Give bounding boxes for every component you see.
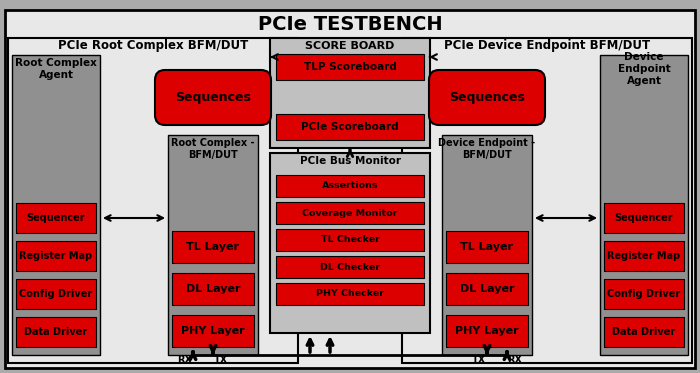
Bar: [446, 231, 528, 263]
Bar: [172, 231, 254, 263]
Text: Sequences: Sequences: [175, 91, 251, 104]
Text: Device
Endpoint
Agent: Device Endpoint Agent: [617, 52, 671, 85]
Text: PCIe Scoreboard: PCIe Scoreboard: [301, 122, 399, 132]
Text: RX: RX: [178, 355, 193, 365]
Text: DL Layer: DL Layer: [186, 284, 240, 294]
FancyBboxPatch shape: [429, 70, 545, 125]
Text: DL Checker: DL Checker: [320, 263, 380, 272]
Text: TLP Scoreboard: TLP Scoreboard: [304, 62, 396, 72]
Bar: [276, 114, 424, 140]
Bar: [168, 135, 258, 355]
Bar: [446, 315, 528, 347]
Bar: [8, 38, 298, 363]
FancyBboxPatch shape: [155, 70, 271, 125]
Bar: [172, 273, 254, 305]
Bar: [276, 256, 424, 278]
Text: Data Driver: Data Driver: [612, 327, 676, 337]
Text: RX: RX: [508, 355, 522, 365]
Bar: [270, 153, 430, 333]
Text: PHY Layer: PHY Layer: [455, 326, 519, 336]
Text: Sequencer: Sequencer: [27, 213, 85, 223]
Text: PCIe Bus Monitor: PCIe Bus Monitor: [300, 156, 400, 166]
Text: Register Map: Register Map: [608, 251, 680, 261]
Text: PCIe TESTBENCH: PCIe TESTBENCH: [258, 16, 442, 34]
Text: PCIe Root Complex BFM/DUT: PCIe Root Complex BFM/DUT: [58, 40, 248, 53]
Text: TX: TX: [472, 355, 486, 365]
Bar: [16, 203, 96, 233]
Text: Root Complex -
BFM/DUT: Root Complex - BFM/DUT: [172, 138, 255, 160]
Text: PCIe Device Endpoint BFM/DUT: PCIe Device Endpoint BFM/DUT: [444, 40, 650, 53]
Text: DL Layer: DL Layer: [460, 284, 514, 294]
Bar: [276, 175, 424, 197]
Bar: [600, 55, 688, 355]
Text: Register Map: Register Map: [20, 251, 92, 261]
Bar: [16, 241, 96, 271]
Text: Sequencer: Sequencer: [615, 213, 673, 223]
Bar: [604, 279, 684, 309]
Bar: [270, 38, 430, 148]
Bar: [604, 317, 684, 347]
Bar: [276, 202, 424, 224]
Text: TL Layer: TL Layer: [461, 242, 514, 252]
Text: SCORE BOARD: SCORE BOARD: [305, 41, 395, 51]
Text: Data Driver: Data Driver: [25, 327, 88, 337]
Text: PHY Layer: PHY Layer: [181, 326, 245, 336]
Text: Config Driver: Config Driver: [608, 289, 680, 299]
Bar: [604, 203, 684, 233]
Bar: [276, 283, 424, 305]
Text: Root Complex
Agent: Root Complex Agent: [15, 58, 97, 80]
Text: TL Layer: TL Layer: [186, 242, 239, 252]
Bar: [276, 229, 424, 251]
Text: Device Endpoint -
BFM/DUT: Device Endpoint - BFM/DUT: [438, 138, 536, 160]
Text: PHY Checker: PHY Checker: [316, 289, 384, 298]
Text: Config Driver: Config Driver: [20, 289, 92, 299]
Bar: [446, 273, 528, 305]
Text: Sequences: Sequences: [449, 91, 525, 104]
Bar: [402, 38, 692, 363]
Bar: [172, 315, 254, 347]
Text: TL Checker: TL Checker: [321, 235, 379, 244]
Bar: [16, 317, 96, 347]
Bar: [604, 241, 684, 271]
Text: TX: TX: [214, 355, 228, 365]
Text: Coverage Monitor: Coverage Monitor: [302, 209, 398, 217]
Text: Assertions: Assertions: [322, 182, 378, 191]
Bar: [16, 279, 96, 309]
Bar: [12, 55, 100, 355]
Bar: [276, 54, 424, 80]
Bar: [442, 135, 532, 355]
